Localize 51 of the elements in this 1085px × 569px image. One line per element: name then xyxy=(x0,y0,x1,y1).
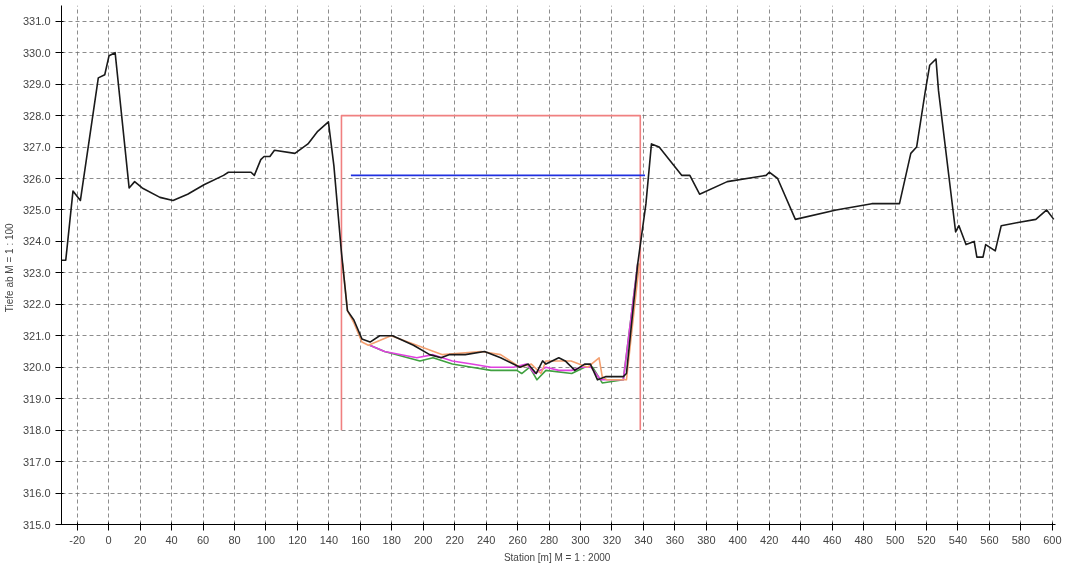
x-tick-label: 380 xyxy=(697,533,716,546)
x-tick-label: 600 xyxy=(1043,533,1062,546)
x-tick-label: 120 xyxy=(288,533,307,546)
x-tick-label: -20 xyxy=(69,533,86,546)
x-tick-label: 580 xyxy=(1011,533,1031,546)
x-tick-label: 560 xyxy=(980,533,999,546)
y-tick-label: 317.0 xyxy=(22,455,51,468)
x-tick-label: 540 xyxy=(948,533,968,546)
x-tick-label: 520 xyxy=(917,533,936,546)
x-axis-title: Station [m] M = 1 : 2000 xyxy=(503,551,611,563)
x-tick-label: 20 xyxy=(134,533,147,546)
x-tick-label: 140 xyxy=(319,533,339,546)
y-tick-label: 327.0 xyxy=(22,141,51,154)
x-tick-label: 200 xyxy=(414,533,433,546)
x-tick-label: 320 xyxy=(602,533,622,546)
y-tick-label: 324.0 xyxy=(22,235,51,248)
x-tick-label: 240 xyxy=(476,533,496,546)
y-tick-label: 325.0 xyxy=(22,203,51,216)
x-tick-label: 160 xyxy=(351,533,370,546)
x-tick-label: 400 xyxy=(728,533,747,546)
y-tick-label: 315.0 xyxy=(22,518,51,531)
x-tick-label: 60 xyxy=(196,533,210,546)
y-tick-label: 316.0 xyxy=(22,487,51,500)
x-tick-label: 460 xyxy=(822,533,842,546)
y-tick-label: 330.0 xyxy=(22,46,51,59)
y-tick-label: 322.0 xyxy=(22,298,51,311)
x-tick-label: 340 xyxy=(634,533,653,546)
y-tick-label: 318.0 xyxy=(22,424,51,437)
x-tick-label: 280 xyxy=(539,533,559,546)
x-tick-label: 500 xyxy=(885,533,905,546)
y-tick-label: 320.0 xyxy=(22,361,51,374)
x-tick-label: 360 xyxy=(665,533,685,546)
x-tick-label: 0 xyxy=(105,533,112,546)
x-tick-label: 420 xyxy=(760,533,779,546)
y-tick-label: 331.0 xyxy=(22,15,51,28)
y-tick-label: 328.0 xyxy=(22,109,51,122)
x-tick-label: 260 xyxy=(508,533,527,546)
x-tick-label: 180 xyxy=(382,533,401,546)
x-tick-label: 300 xyxy=(571,533,590,546)
x-tick-label: 220 xyxy=(445,533,464,546)
y-tick-label: 329.0 xyxy=(22,78,51,91)
y-axis-title: Tiefe ab M = 1 : 100 xyxy=(3,222,15,313)
x-tick-label: 80 xyxy=(228,533,241,546)
x-tick-label: 440 xyxy=(791,533,810,546)
x-tick-label: 480 xyxy=(854,533,873,546)
x-tick-label: 40 xyxy=(165,533,178,546)
y-tick-label: 323.0 xyxy=(22,266,51,279)
y-tick-label: 326.0 xyxy=(22,172,51,185)
y-tick-label: 319.0 xyxy=(22,392,51,405)
x-tick-label: 100 xyxy=(256,533,276,546)
y-tick-label: 321.0 xyxy=(22,329,51,342)
